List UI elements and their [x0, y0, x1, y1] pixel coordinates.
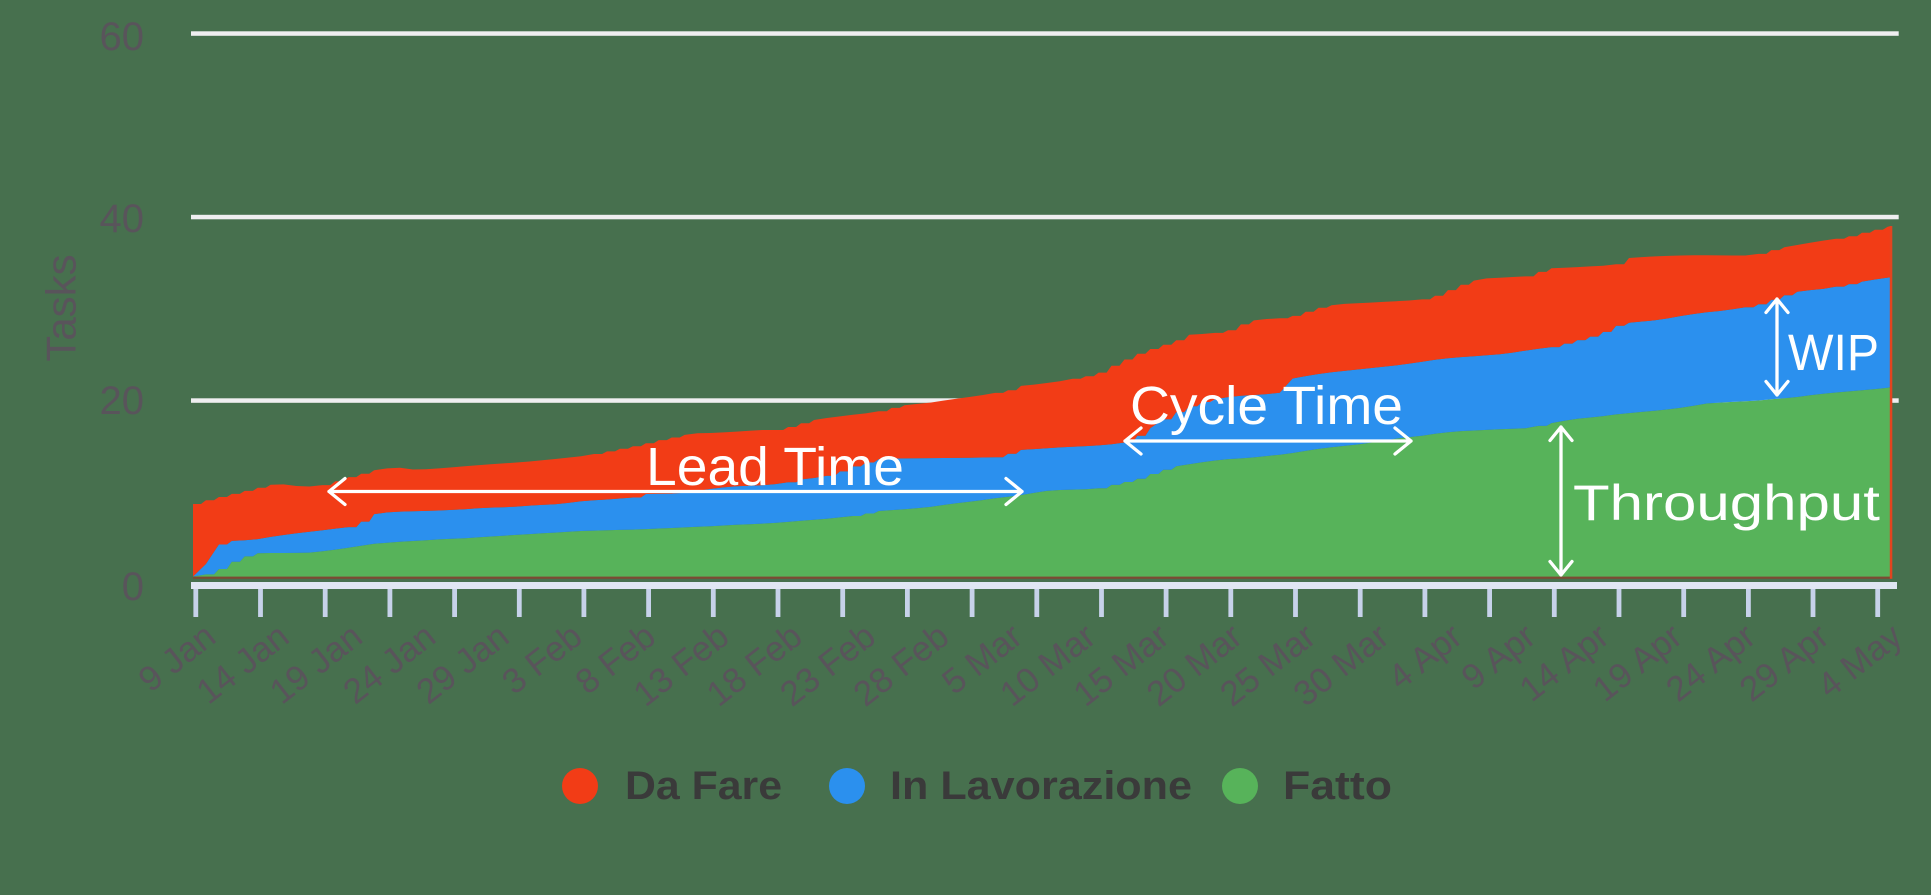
svg-text:60: 60 [100, 15, 145, 59]
svg-text:WIP: WIP [1788, 324, 1879, 381]
svg-text:40: 40 [100, 197, 145, 241]
svg-text:0: 0 [122, 565, 144, 609]
svg-text:Fatto: Fatto [1283, 764, 1392, 808]
svg-text:In Lavorazione: In Lavorazione [890, 764, 1192, 808]
svg-text:Da Fare: Da Fare [625, 764, 782, 808]
svg-text:20: 20 [100, 379, 145, 423]
svg-text:Lead Time: Lead Time [646, 437, 904, 497]
svg-text:Cycle Time: Cycle Time [1130, 376, 1403, 436]
svg-text:Tasks: Tasks [38, 254, 85, 361]
svg-text:Throughput: Throughput [1573, 475, 1880, 531]
